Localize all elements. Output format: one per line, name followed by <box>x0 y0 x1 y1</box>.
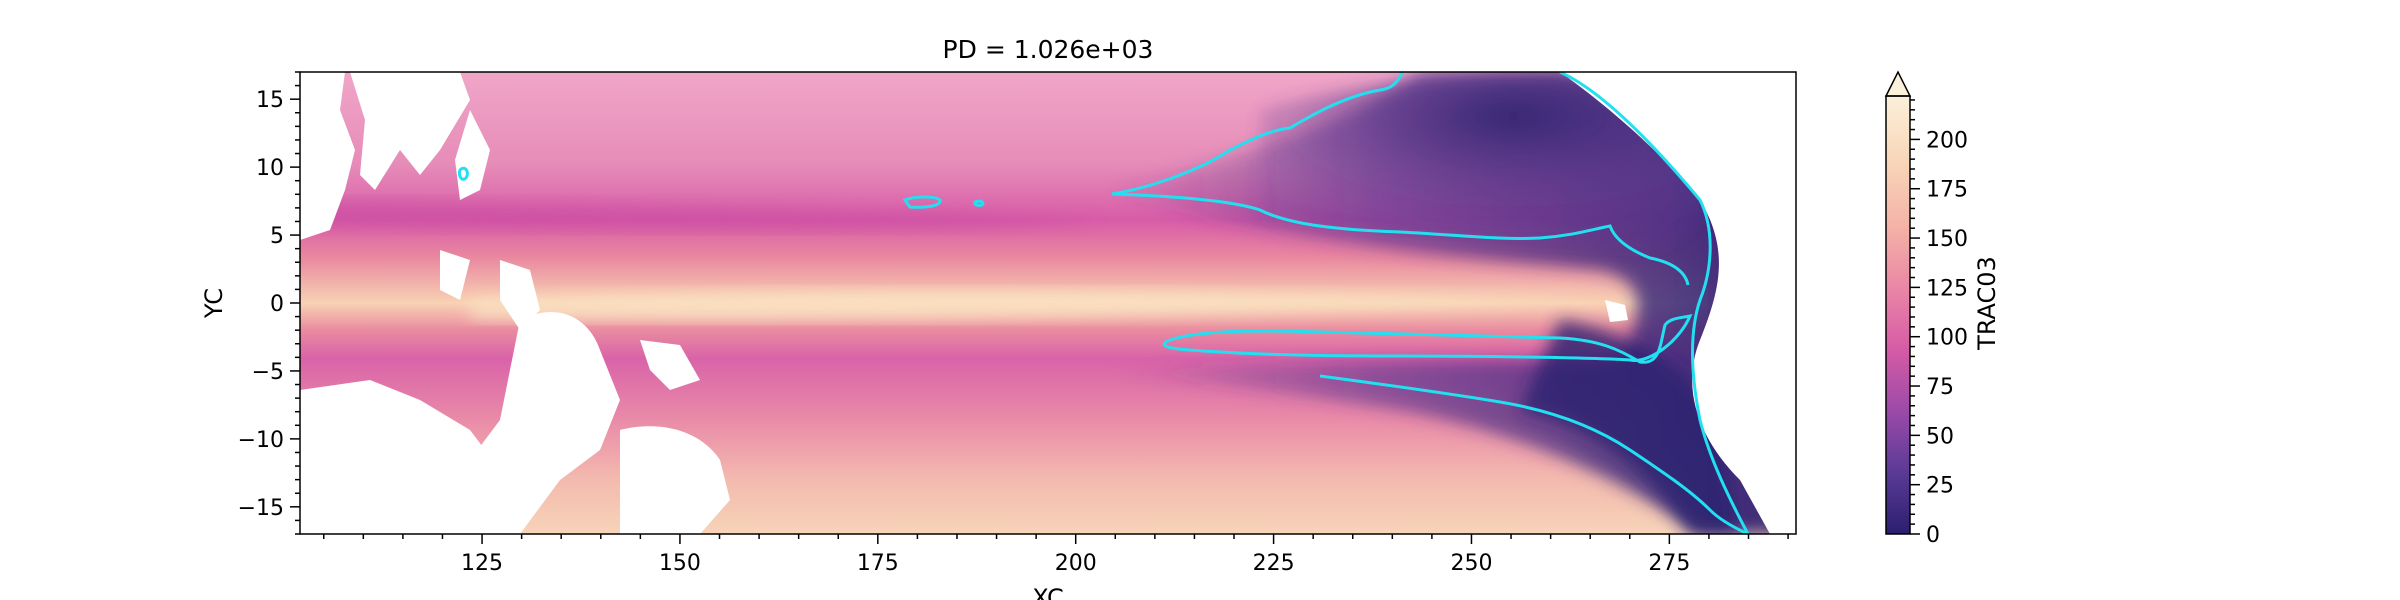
colorbar: 0 25 50 75 100 125 150 175 200 TRAC03 <box>1884 70 2001 548</box>
x-tick-label: 225 <box>1253 551 1295 576</box>
contour-west <box>458 166 469 181</box>
colorbar-tick-label: 200 <box>1926 128 1968 153</box>
colorbar-frame <box>1885 95 1911 535</box>
y-tick-label: −10 <box>238 428 284 453</box>
colorbar-gradient <box>1886 96 1910 534</box>
contour-north-lower <box>1111 192 1690 286</box>
x-tick-label: 200 <box>1055 551 1097 576</box>
y-tick-label: −15 <box>238 496 284 521</box>
colorbar-tick-label: 25 <box>1926 474 1954 499</box>
contour-island-a <box>902 195 942 209</box>
colorbar-tick-label: 125 <box>1926 276 1968 301</box>
colorbar-extend-max-triangle <box>1884 70 1912 97</box>
colorbar-tick-label: 50 <box>1926 424 1954 449</box>
colorbar-tick-label: 175 <box>1926 178 1968 203</box>
contour-south <box>1162 313 1693 364</box>
colorbar-tick-label: 100 <box>1926 326 1968 351</box>
x-tick-label: 125 <box>461 551 503 576</box>
x-tick-label: 275 <box>1648 551 1690 576</box>
x-tick-label: 250 <box>1450 551 1492 576</box>
colorbar-tick-label: 75 <box>1926 375 1954 400</box>
colorbar-ticks: 0 25 50 75 100 125 150 175 200 <box>1910 99 1968 548</box>
heatmap-field <box>300 72 1796 534</box>
chart-title: PD = 1.026e+03 <box>943 35 1154 64</box>
y-tick-label: 15 <box>256 88 284 113</box>
colorbar-tick-label: 150 <box>1926 227 1968 252</box>
y-tick-label: 0 <box>270 292 284 317</box>
x-axis: 125 150 175 200 225 250 275 <box>322 534 1789 576</box>
contour-island-b <box>973 199 985 207</box>
contour-coast-east <box>1559 72 1750 534</box>
land-mask <box>300 72 1796 534</box>
y-axis-label: YC <box>200 288 228 319</box>
colorbar-label: TRAC03 <box>1973 256 2001 351</box>
colorbar-tick-label: 0 <box>1926 523 1940 548</box>
contour-north <box>1111 72 1404 196</box>
contour-south-coast <box>1319 374 1749 534</box>
x-tick-label: 150 <box>659 551 701 576</box>
x-tick-label: 175 <box>857 551 899 576</box>
y-tick-label: −5 <box>252 360 284 385</box>
x-axis-label: XC <box>1032 584 1063 600</box>
y-axis: 15 10 5 0 −5 −10 −15 <box>238 71 300 535</box>
y-tick-label: 5 <box>270 224 284 249</box>
contour-lines <box>458 72 1750 534</box>
y-tick-label: 10 <box>256 156 284 181</box>
